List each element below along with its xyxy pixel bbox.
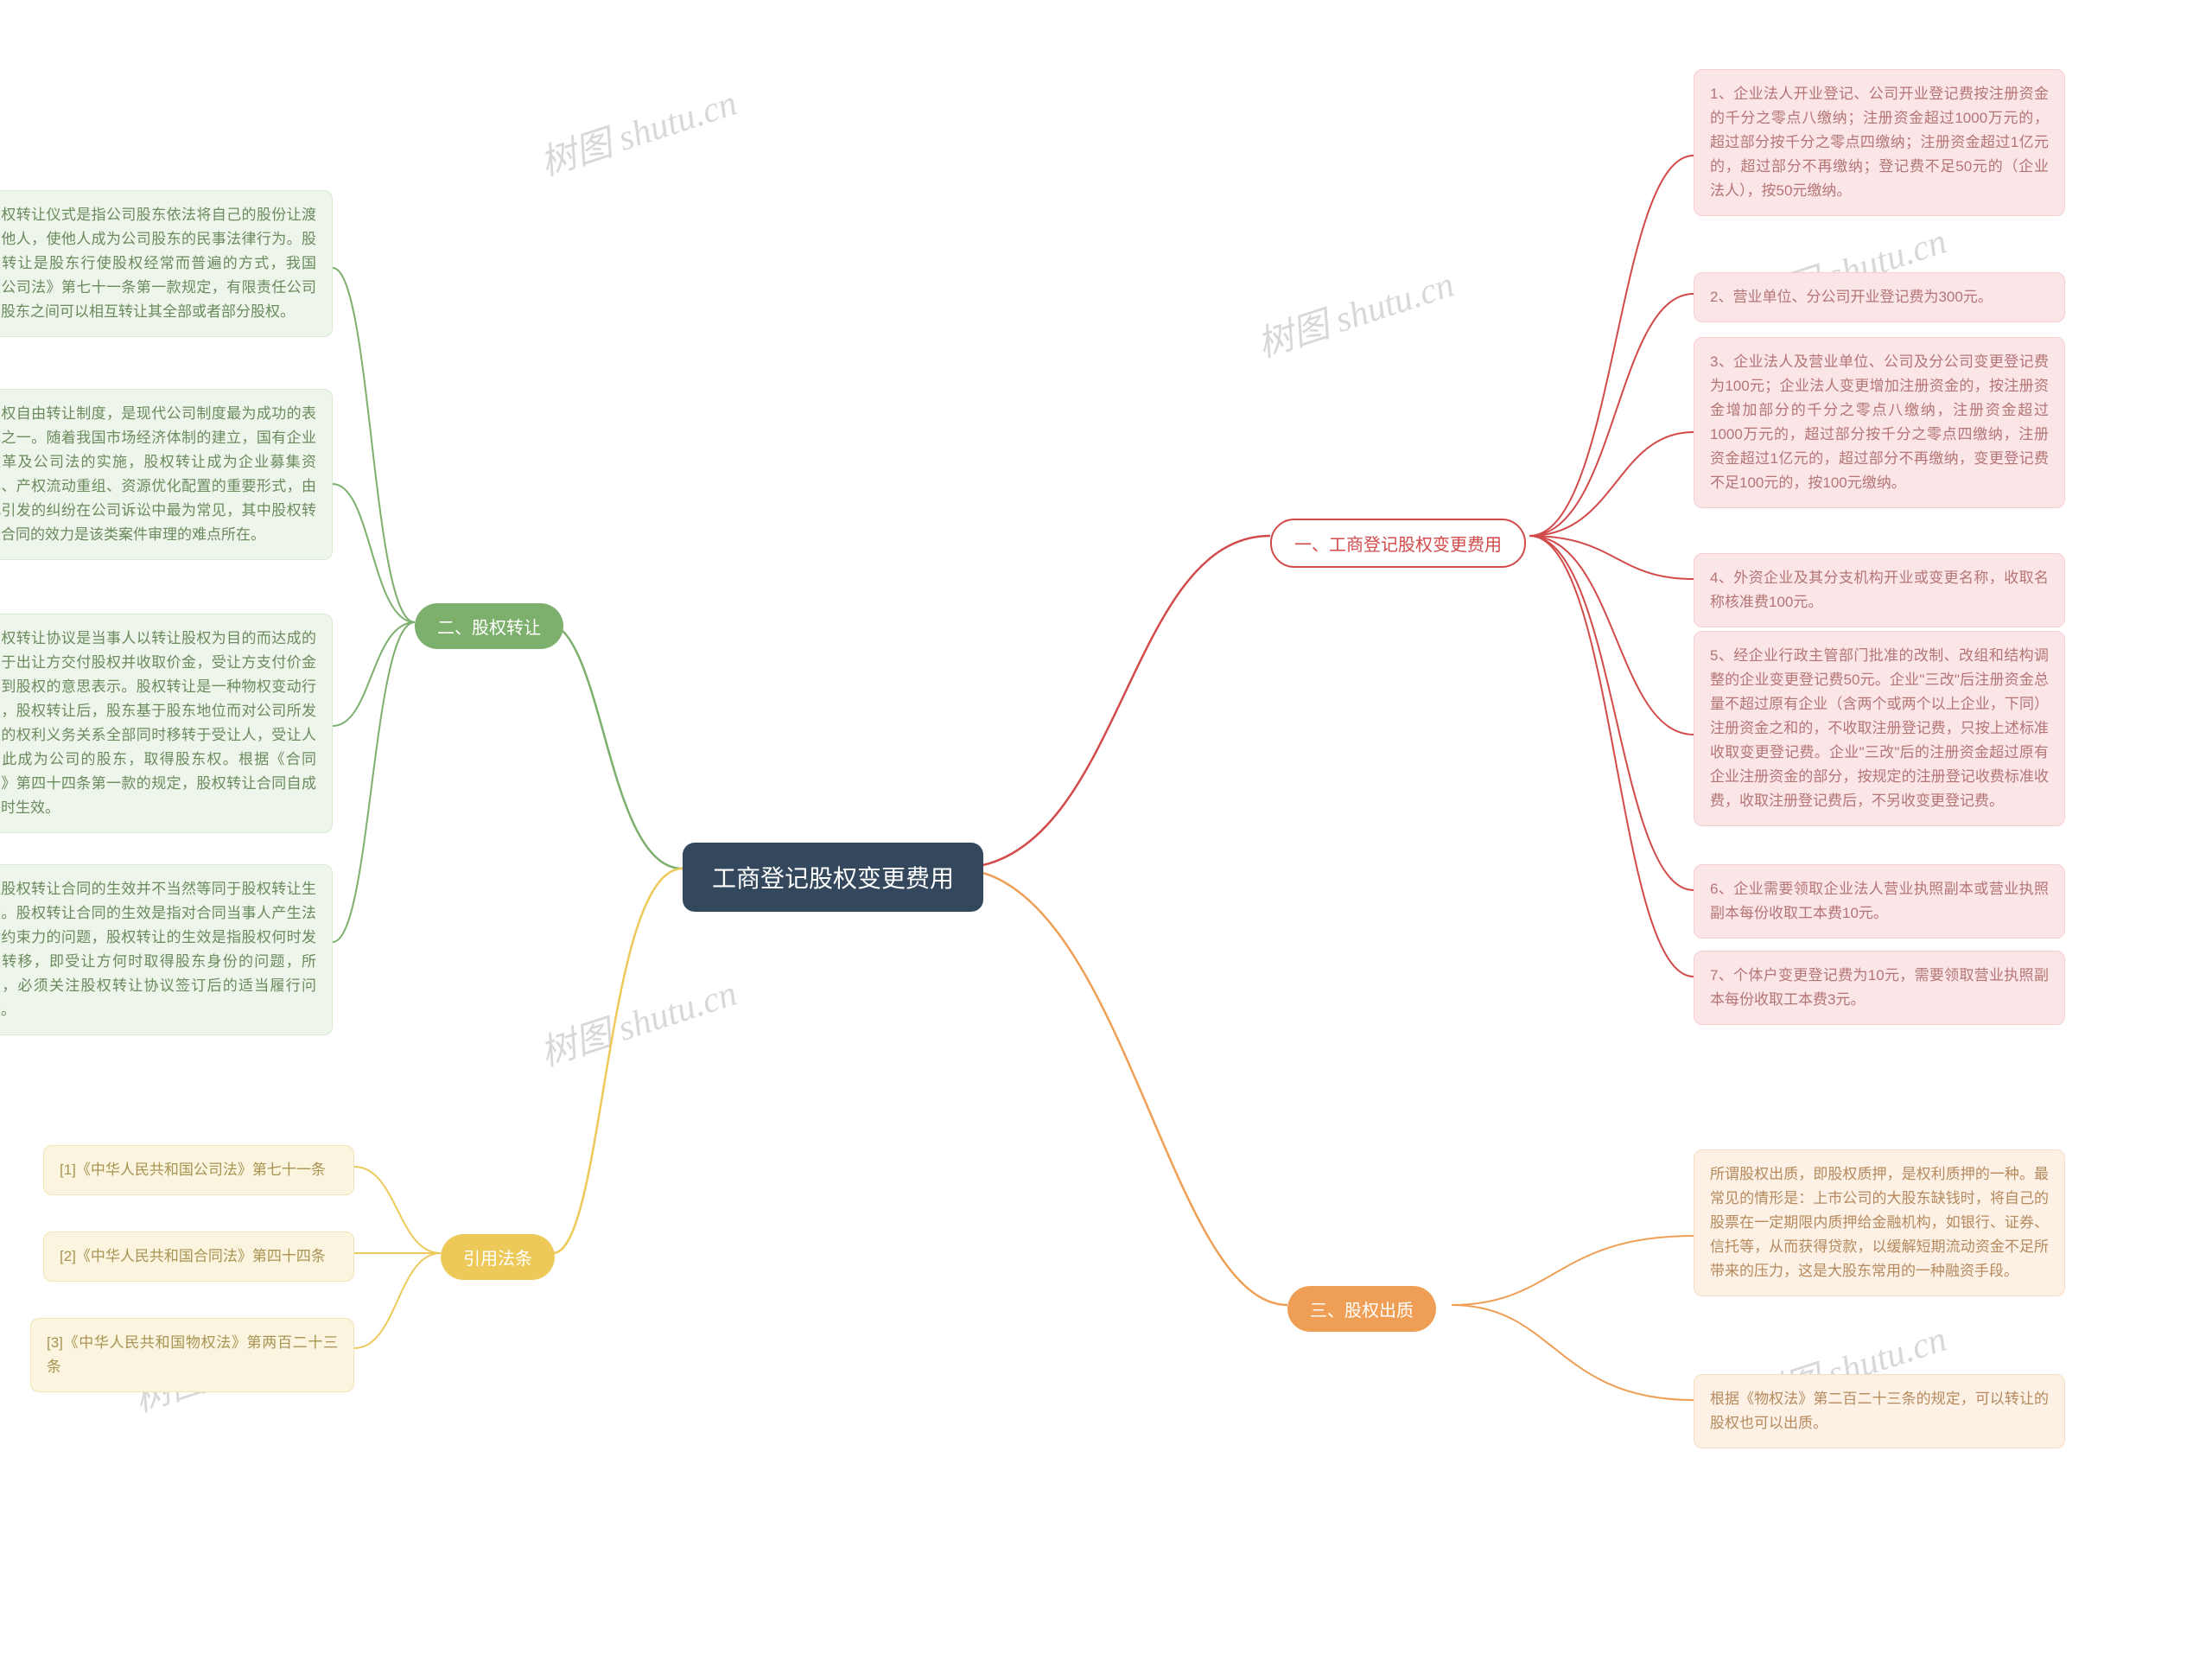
center-node[interactable]: 工商登记股权变更费用 [683,843,983,912]
branch-pledge[interactable]: 三、股权出质 [1287,1286,1436,1332]
leaf-b1-5: 6、企业需要领取企业法人营业执照副本或营业执照副本每份收取工本费10元。 [1694,864,2065,939]
branch-laws[interactable]: 引用法条 [441,1234,555,1280]
leaf-b1-3: 4、外资企业及其分支机构开业或变更名称，收取名称核准费100元。 [1694,553,2065,627]
leaf-b4-1: [2]《中华人民共和国合同法》第四十四条 [43,1232,354,1282]
leaf-b2-3: 但股权转让合同的生效并不当然等同于股权转让生效。股权转让合同的生效是指对合同当事… [0,864,333,1035]
leaf-b1-0: 1、企业法人开业登记、公司开业登记费按注册资金的千分之零点八缴纳；注册资金超过1… [1694,69,2065,216]
watermark: 树图 shutu.cn [1249,255,1459,368]
leaf-b1-4: 5、经企业行政主管部门批准的改制、改组和结构调整的企业变更登记费50元。企业"三… [1694,631,2065,826]
leaf-b2-0: 股权转让仪式是指公司股东依法将自己的股份让渡给他人，使他人成为公司股东的民事法律… [0,190,333,337]
watermark: 树图 shutu.cn [532,964,742,1077]
leaf-b2-1: 股权自由转让制度，是现代公司制度最为成功的表现之一。随着我国市场经济体制的建立，… [0,389,333,560]
leaf-b1-2: 3、企业法人及营业单位、公司及分公司变更登记费为100元；企业法人变更增加注册资… [1694,337,2065,508]
branch-transfer[interactable]: 二、股权转让 [415,603,563,649]
leaf-b1-6: 7、个体户变更登记费为10元，需要领取营业执照副本每份收取工本费3元。 [1694,951,2065,1025]
leaf-b2-2: 股权转让协议是当事人以转让股权为目的而达成的关于出让方交付股权并收取价金，受让方… [0,614,333,833]
watermark: 树图 shutu.cn [532,73,742,187]
leaf-b4-2: [3]《中华人民共和国物权法》第两百二十三条 [30,1318,354,1392]
leaf-b4-0: [1]《中华人民共和国公司法》第七十一条 [43,1145,354,1195]
leaf-b1-1: 2、营业单位、分公司开业登记费为300元。 [1694,272,2065,322]
leaf-b3-1: 根据《物权法》第二百二十三条的规定，可以转让的股权也可以出质。 [1694,1374,2065,1448]
branch-fees[interactable]: 一、工商登记股权变更费用 [1270,519,1526,568]
leaf-b3-0: 所谓股权出质，即股权质押，是权利质押的一种。最常见的情形是：上市公司的大股东缺钱… [1694,1149,2065,1296]
